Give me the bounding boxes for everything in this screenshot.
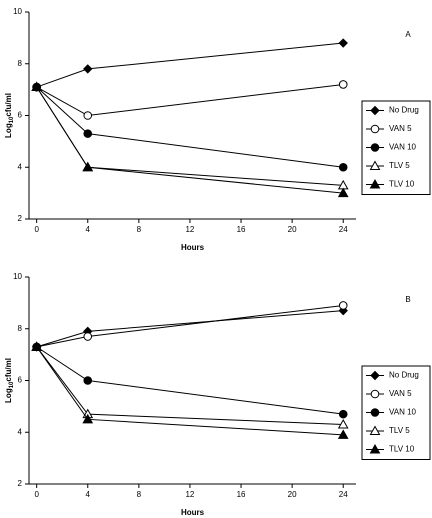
- x-tick-label: 20: [288, 490, 297, 499]
- y-tick-label: 6: [18, 111, 23, 120]
- marker: [83, 376, 93, 385]
- marker: [31, 81, 43, 92]
- y-tick-label: 10: [13, 272, 22, 281]
- marker: [82, 161, 94, 172]
- y-tick-label: 2: [18, 479, 23, 488]
- marker: [83, 64, 93, 74]
- series-line: [36, 346, 344, 415]
- marker: [83, 332, 93, 341]
- x-tick-label: 8: [137, 225, 142, 234]
- series-line: [36, 304, 344, 348]
- x-tick-label: 0: [34, 225, 39, 234]
- y-label-subscript: 10: [9, 116, 15, 123]
- series-line: [36, 86, 344, 186]
- legend-label: TLV 10: [389, 445, 415, 454]
- x-tick-label: 12: [185, 490, 194, 499]
- x-tick-label: 8: [137, 490, 142, 499]
- y-tick-label: 4: [18, 427, 23, 436]
- marker: [338, 409, 348, 419]
- x-axis-label: Hours: [181, 243, 205, 252]
- legend-label: No Drug: [389, 371, 419, 380]
- series-line: [36, 310, 344, 348]
- legend-marker: [370, 105, 380, 116]
- marker: [82, 413, 94, 424]
- y-tick-label: 6: [18, 376, 23, 385]
- series-line: [36, 42, 344, 88]
- legend-label: TLV 5: [389, 426, 410, 435]
- x-tick-label: 24: [339, 225, 348, 234]
- panel-label: B: [405, 295, 410, 304]
- y-label-suffix: cfu/ml: [4, 93, 13, 117]
- y-tick-label: 8: [18, 59, 23, 68]
- series-line: [36, 83, 344, 117]
- legend-label: TLV 10: [389, 180, 415, 189]
- legend-label: VAN 5: [389, 124, 412, 133]
- x-tick-label: 4: [86, 225, 91, 234]
- legend-marker: [369, 178, 381, 189]
- legend-label: VAN 5: [389, 389, 412, 398]
- x-tick-label: 12: [185, 225, 194, 234]
- marker: [337, 429, 349, 439]
- x-tick-label: 16: [237, 490, 246, 499]
- legend-marker: [369, 443, 381, 454]
- legend-label: TLV 5: [389, 161, 410, 170]
- marker: [338, 38, 348, 48]
- legend-marker: [369, 160, 381, 170]
- marker: [338, 80, 348, 89]
- marker: [338, 162, 348, 172]
- legend-label: VAN 10: [389, 143, 417, 152]
- legend-marker: [369, 425, 381, 435]
- legend-label: VAN 10: [389, 408, 417, 417]
- y-tick-label: 4: [18, 162, 23, 171]
- x-tick-label: 0: [34, 490, 39, 499]
- x-tick-label: 4: [86, 490, 91, 499]
- y-tick-label: 8: [18, 324, 23, 333]
- y-tick-label: 10: [13, 7, 22, 16]
- marker: [83, 111, 93, 120]
- y-axis-label: Log10cfu/ml: [4, 93, 14, 138]
- marker: [337, 418, 349, 429]
- y-label-suffix: cfu/ml: [4, 358, 13, 382]
- y-label-subscript: 10: [9, 381, 15, 388]
- legend-marker: [370, 389, 380, 399]
- legend-marker: [370, 124, 380, 134]
- legend-label: No Drug: [389, 106, 419, 115]
- series-line: [36, 346, 344, 436]
- x-tick-label: 24: [339, 490, 348, 499]
- marker: [31, 341, 43, 351]
- y-tick-label: 2: [18, 214, 23, 223]
- panel-label: A: [405, 30, 411, 39]
- marker: [337, 187, 349, 198]
- legend-marker: [370, 370, 380, 381]
- legend-marker: [370, 408, 380, 417]
- legend-marker: [370, 143, 380, 152]
- x-tick-label: 16: [237, 225, 246, 234]
- y-label-text: Log: [4, 388, 13, 403]
- x-tick-label: 20: [288, 225, 297, 234]
- x-axis-label: Hours: [181, 508, 205, 517]
- y-axis-label: Log10cfu/ml: [4, 358, 14, 403]
- marker: [338, 301, 348, 310]
- series-line: [36, 86, 344, 168]
- marker: [83, 129, 93, 138]
- y-label-text: Log: [4, 123, 13, 138]
